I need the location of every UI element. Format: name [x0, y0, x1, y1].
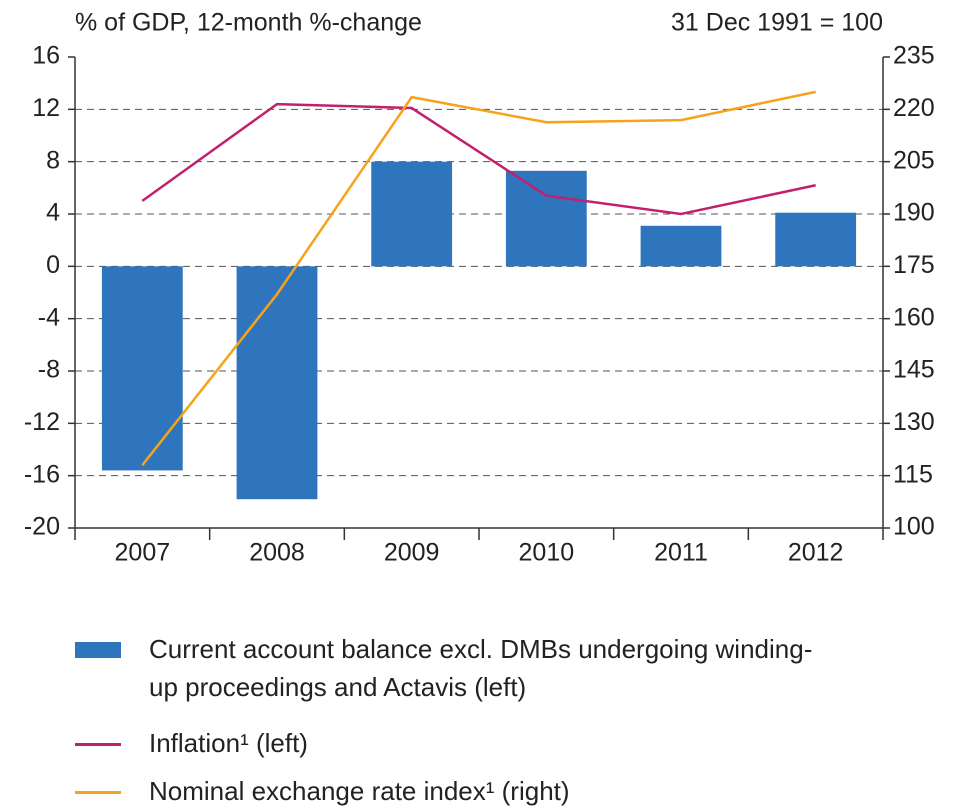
y2-tick-label: 205 — [893, 146, 935, 174]
legend-label: Nominal exchange rate index¹ (right) — [149, 776, 570, 806]
y2-tick-label: 220 — [893, 94, 935, 122]
legend-swatch — [75, 743, 121, 746]
bar — [236, 266, 318, 500]
y-tick-label: 0 — [46, 251, 60, 279]
y-tick-label: -4 — [38, 303, 60, 331]
y-tick-label: 12 — [32, 94, 60, 122]
bar — [101, 266, 183, 471]
y2-axis-label: 31 Dec 1991 = 100 — [671, 9, 883, 37]
y2-tick-label: 100 — [893, 513, 935, 541]
chart: % of GDP, 12-month %-change 31 Dec 1991 … — [24, 9, 935, 567]
y-tick-label: 16 — [32, 42, 60, 70]
bar — [640, 225, 722, 267]
bar — [505, 170, 587, 267]
y-tick-label: 8 — [46, 146, 60, 174]
x-tick-label: 2012 — [788, 539, 844, 567]
x-tick-label: 2011 — [654, 539, 708, 567]
y-tick-label: 4 — [46, 199, 60, 227]
legend-item: Inflation¹ (left) — [75, 724, 875, 762]
x-tick-label: 2010 — [519, 539, 575, 567]
y2-tick-label: 235 — [893, 42, 935, 70]
legend-swatch — [75, 642, 121, 658]
y2-tick-label: 175 — [893, 251, 935, 279]
y-tick-label: -20 — [24, 513, 60, 541]
y2-tick-label: 130 — [893, 408, 935, 436]
y2-tick-label: 115 — [893, 460, 933, 488]
legend-swatch — [75, 791, 121, 794]
x-tick-label: 2008 — [249, 539, 305, 567]
line — [141, 102, 816, 216]
x-tick-label: 2007 — [115, 539, 171, 567]
legend-label: Current account balance excl. DMBs under… — [149, 634, 813, 702]
x-tick-label: 2009 — [384, 539, 440, 567]
y-tick-label: -16 — [24, 460, 60, 488]
line — [141, 90, 816, 466]
y-tick-label: -12 — [24, 408, 60, 436]
legend-label: Inflation¹ (left) — [149, 728, 308, 758]
y2-tick-label: 190 — [893, 199, 935, 227]
bar — [371, 161, 453, 267]
y-tick-label: -8 — [38, 356, 60, 384]
bar — [775, 212, 857, 267]
legend-item: Current account balance excl. DMBs under… — [75, 630, 875, 706]
legend-item: Nominal exchange rate index¹ (right) — [75, 772, 875, 810]
y2-tick-label: 145 — [893, 356, 935, 384]
y2-tick-label: 160 — [893, 303, 935, 331]
y-axis-label: % of GDP, 12-month %-change — [75, 9, 422, 37]
